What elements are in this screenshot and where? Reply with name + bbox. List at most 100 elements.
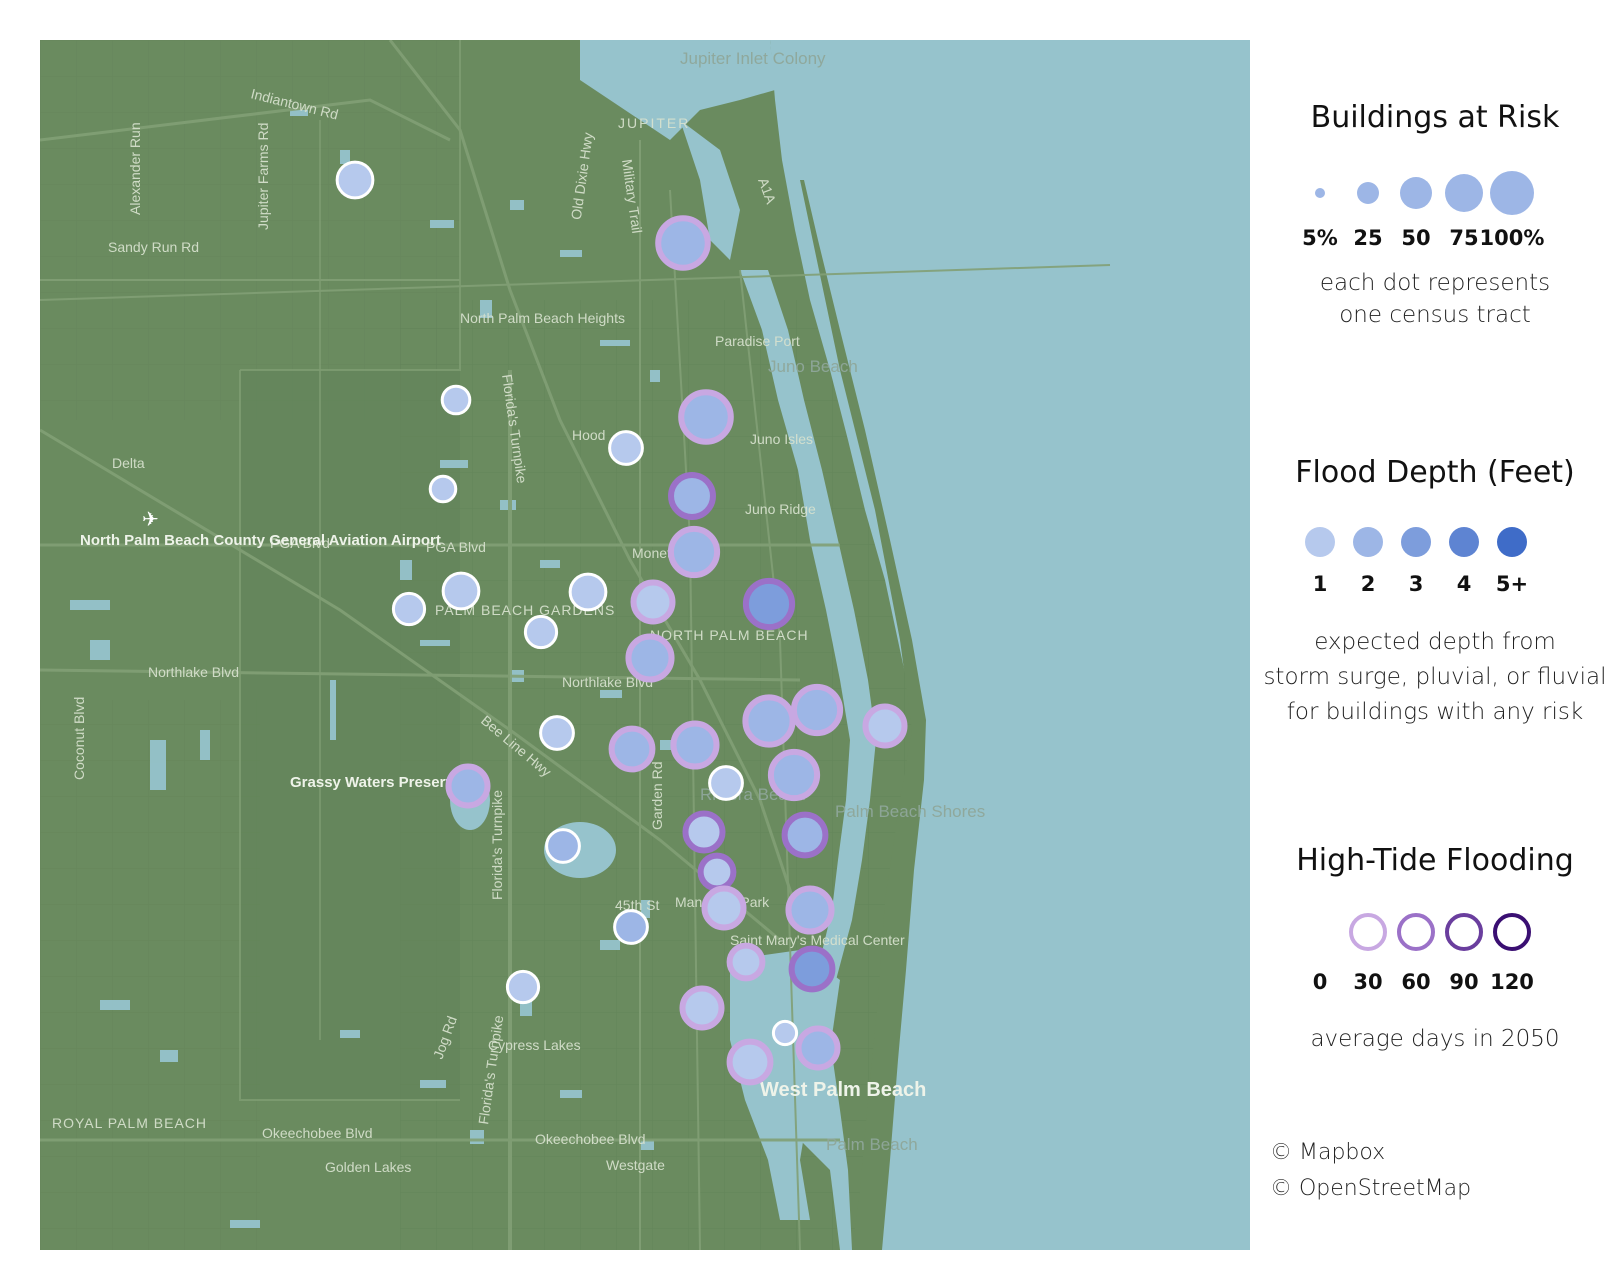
place-labels: Jupiter Inlet Colony JUPITER North Palm …: [52, 49, 985, 1175]
census-tract-dot[interactable]: [335, 160, 375, 200]
census-tract-dot[interactable]: [440, 384, 472, 416]
size-legend-desc-2: one census tract: [1339, 302, 1531, 328]
road-label-northlake-east: Northlake Blvd: [562, 674, 653, 690]
credit-openstreetmap[interactable]: © OpenStreetMap: [1270, 1176, 1472, 1201]
census-tract-dot[interactable]: [568, 572, 608, 612]
census-tract-dot[interactable]: [428, 474, 458, 504]
place-label-westgate: Westgate: [606, 1157, 665, 1173]
credit-mapbox[interactable]: © Mapbox: [1270, 1140, 1386, 1165]
road-label-sandy-run: Sandy Run Rd: [108, 239, 199, 255]
size-legend-dot: [1400, 177, 1432, 209]
tide-legend-label: 90: [1449, 970, 1479, 994]
size-legend-title: Buildings at Risk: [1310, 100, 1560, 135]
size-legend-dot: [1490, 171, 1534, 215]
census-tract-dot[interactable]: [445, 763, 491, 809]
place-label-west-palm-beach: West Palm Beach: [760, 1079, 926, 1101]
census-tract-dot[interactable]: [742, 577, 796, 631]
place-label-juno-ridge: Juno Ridge: [745, 501, 816, 517]
size-legend-label: 25: [1353, 226, 1383, 250]
place-label-pbg: PALM BEACH GARDENS: [435, 602, 615, 618]
census-tract-dot[interactable]: [790, 683, 844, 737]
road-label-45th: 45th St: [615, 897, 659, 913]
depth-legend-label: 1: [1312, 572, 1328, 596]
legend-panel: Buildings at Risk each dot represents on…: [1250, 0, 1620, 1280]
flood-risk-map[interactable]: Indiantown Rd Alexander Run Jupiter Farm…: [40, 40, 1250, 1250]
census-tract-dot[interactable]: [630, 579, 676, 625]
census-tract-dot[interactable]: [608, 725, 656, 773]
census-tract-dot[interactable]: [708, 765, 744, 801]
place-label-juno-isles: Juno Isles: [750, 431, 813, 447]
depth-legend-dot: [1401, 527, 1431, 557]
ocean: [770, 40, 1250, 1250]
census-tract-dot[interactable]: [391, 591, 427, 627]
place-label-st-marys: Saint Mary's Medical Center: [730, 932, 905, 948]
tide-legend-ring: [1397, 913, 1435, 951]
census-tract-dot[interactable]: [539, 715, 575, 751]
depth-legend-desc-2: storm surge, pluvial, or fluvial: [1263, 664, 1607, 690]
census-tract-dot[interactable]: [608, 430, 644, 466]
census-tract-dot[interactable]: [862, 703, 908, 749]
road-label-turnpike-mid: Florida's Turnpike: [489, 790, 505, 900]
jupiter-inlet: [580, 40, 775, 140]
census-tract-dot[interactable]: [667, 525, 721, 579]
place-label-golden-lakes: Golden Lakes: [325, 1159, 411, 1175]
size-legend-label: 75: [1449, 226, 1479, 250]
census-tract-dot[interactable]: [767, 748, 821, 802]
size-legend-label: 100%: [1479, 226, 1545, 250]
street-grid-north: [40, 40, 460, 420]
census-tract-dot[interactable]: [655, 215, 711, 271]
depth-legend-label: 5+: [1495, 572, 1529, 596]
map-canvas: Indiantown Rd Alexander Run Jupiter Farm…: [40, 40, 1250, 1250]
place-label-npb-heights: North Palm Beach Heights: [460, 310, 625, 326]
census-tract-dot[interactable]: [788, 945, 836, 993]
census-tract-dot[interactable]: [613, 909, 649, 945]
tide-legend-desc: average days in 2050: [1310, 1026, 1560, 1052]
lake-worth-lagoon: [730, 950, 840, 1220]
tide-legend-ring: [1493, 913, 1531, 951]
barrier-island: [800, 180, 926, 1250]
census-tract-dot[interactable]: [701, 885, 747, 931]
census-tract-dot[interactable]: [670, 720, 720, 770]
census-tract-dot[interactable]: [726, 942, 766, 982]
census-tract-dot[interactable]: [505, 969, 541, 1005]
depth-legend-desc-3: for buildings with any risk: [1286, 699, 1584, 725]
census-tract-dot[interactable]: [726, 1038, 774, 1086]
road-label-pga-east: PGA Blvd: [426, 539, 486, 555]
place-label-jupiter-inlet: Jupiter Inlet Colony: [680, 49, 826, 68]
census-tract-dot[interactable]: [795, 1025, 841, 1071]
tide-legend-label: 30: [1353, 970, 1383, 994]
depth-legend-label: 4: [1456, 572, 1472, 596]
airplane-icon: ✈: [142, 507, 159, 531]
census-tract-dot[interactable]: [523, 614, 559, 650]
depth-legend-label: 3: [1408, 572, 1424, 596]
census-tract-dot[interactable]: [771, 1019, 799, 1047]
depth-legend-desc-1: expected depth from: [1314, 629, 1556, 655]
census-tract-dot[interactable]: [682, 810, 726, 854]
census-tract-dot[interactable]: [679, 985, 725, 1031]
place-label-hood: Hood: [572, 427, 605, 443]
road-label-okeechobee-east: Okeechobee Blvd: [535, 1131, 646, 1147]
depth-legend-dot: [1497, 527, 1527, 557]
road-label-jupiter-farms: Jupiter Farms Rd: [255, 123, 271, 230]
census-tract-dot[interactable]: [678, 389, 734, 445]
road-label-alexander: Alexander Run: [127, 122, 143, 215]
tide-legend-label: 0: [1312, 970, 1328, 994]
place-label-juno-beach: Juno Beach: [768, 357, 858, 376]
census-tract-dot[interactable]: [781, 811, 829, 859]
census-tract-dot[interactable]: [668, 472, 716, 520]
census-tract-dot[interactable]: [441, 571, 481, 611]
size-legend-dot: [1445, 174, 1483, 212]
road-label-pga-west: PGA Blvd: [270, 535, 330, 551]
depth-legend-label: 2: [1360, 572, 1376, 596]
place-label-royal-palm: ROYAL PALM BEACH: [52, 1115, 207, 1131]
census-tract-dot[interactable]: [785, 885, 835, 935]
place-label-delta: Delta: [112, 455, 145, 471]
road-label-garden: Garden Rd: [649, 762, 665, 830]
census-tract-dot[interactable]: [742, 694, 796, 748]
tide-legend-ring: [1445, 913, 1483, 951]
census-tract-dots: [335, 160, 908, 1086]
census-tract-dot[interactable]: [697, 852, 737, 892]
census-tract-dot[interactable]: [625, 633, 675, 683]
census-tract-dot[interactable]: [545, 828, 581, 864]
road-label-okeechobee-west: Okeechobee Blvd: [262, 1125, 373, 1141]
